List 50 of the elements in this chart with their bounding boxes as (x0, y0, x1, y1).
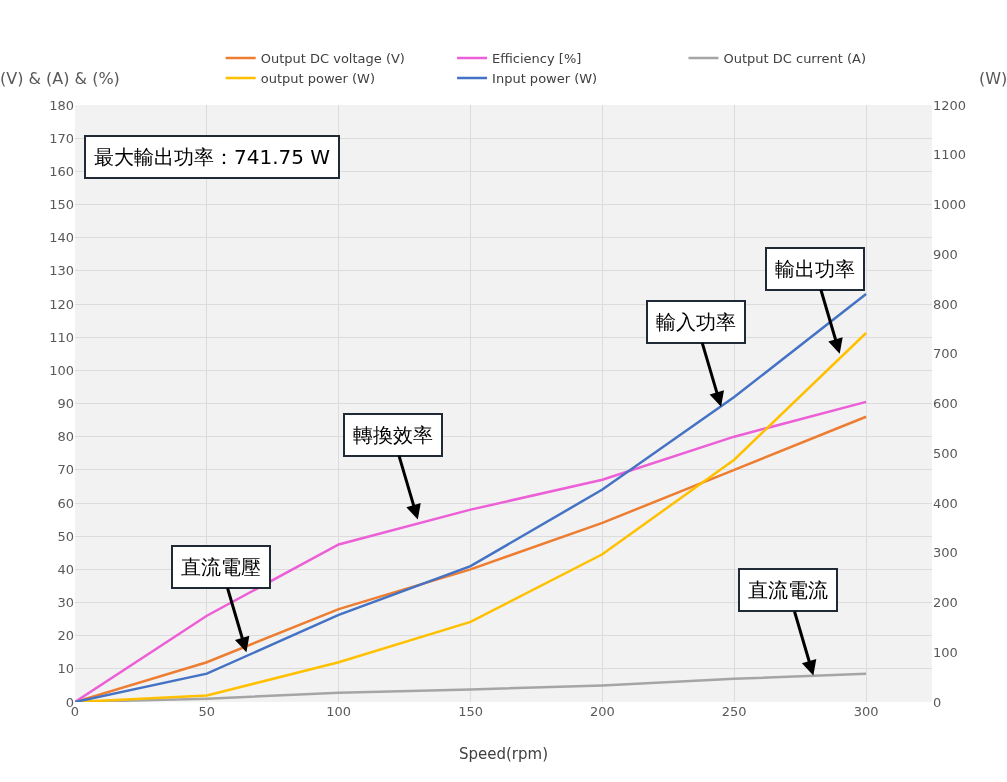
y2-tick-label: 900 (933, 246, 958, 262)
annotation: 轉換效率 (353, 423, 433, 447)
x-tick-label: 150 (458, 704, 483, 719)
y-tick-label: 70 (57, 462, 74, 478)
y-tick-label: 30 (57, 595, 74, 611)
y-tick-label: 150 (49, 197, 74, 213)
y2-tick-label: 200 (933, 595, 958, 611)
y-tick-label: 160 (49, 163, 74, 179)
x-tick-label: 250 (721, 704, 747, 719)
y2-axis-title: (W) (979, 69, 1007, 88)
y2-tick-label: 1200 (933, 97, 967, 113)
legend-label: Efficiency [%] (492, 51, 582, 67)
x-tick-label: 300 (853, 704, 879, 719)
y-tick-label: 50 (57, 528, 74, 544)
legend-label: output power (W) (260, 70, 376, 86)
y2-tick-label: 1100 (933, 147, 967, 163)
y-tick-label: 110 (49, 329, 74, 345)
y-tick-label: 130 (49, 263, 74, 279)
annotation: 直流電流 (748, 578, 828, 602)
annotation: 最大輸出功率：741.75 W (94, 145, 331, 169)
x-tick-label: 100 (326, 704, 352, 719)
y2-tick-label: 300 (933, 545, 958, 561)
legend-label: Output DC voltage (V) (260, 51, 405, 67)
y-tick-label: 10 (57, 661, 74, 677)
y2-tick-label: 600 (933, 396, 958, 412)
y-axis-title: (V) & (A) & (%) (0, 69, 120, 88)
y-tick-label: 140 (49, 230, 74, 246)
y2-tick-label: 1000 (933, 197, 967, 213)
y2-tick-label: 500 (933, 445, 958, 461)
legend-label: Output DC current (A) (723, 51, 867, 67)
y-tick-label: 20 (57, 628, 74, 644)
annotation: 直流電壓 (181, 555, 261, 579)
y-tick-label: 100 (49, 362, 74, 378)
x-tick-label: 200 (589, 704, 615, 719)
annotation: 輸入功率 (656, 310, 736, 334)
y-tick-label: 170 (49, 130, 74, 146)
y2-tick-label: 700 (933, 346, 958, 362)
legend-label: Input power (W) (492, 70, 598, 86)
x-tick-label: 50 (198, 704, 216, 719)
y-tick-label: 80 (57, 429, 74, 445)
y-tick-label: 180 (49, 97, 74, 113)
y-tick-label: 90 (57, 396, 74, 412)
annotation: 輸出功率 (775, 257, 855, 281)
y-tick-label: 120 (49, 296, 74, 312)
y2-tick-label: 800 (933, 296, 958, 312)
y-tick-label: 40 (57, 561, 74, 577)
y-tick-label: 60 (57, 495, 74, 511)
y2-tick-label: 400 (933, 495, 958, 511)
x-axis-title: Speed(rpm) (458, 745, 549, 763)
y2-tick-label: 100 (933, 644, 958, 660)
